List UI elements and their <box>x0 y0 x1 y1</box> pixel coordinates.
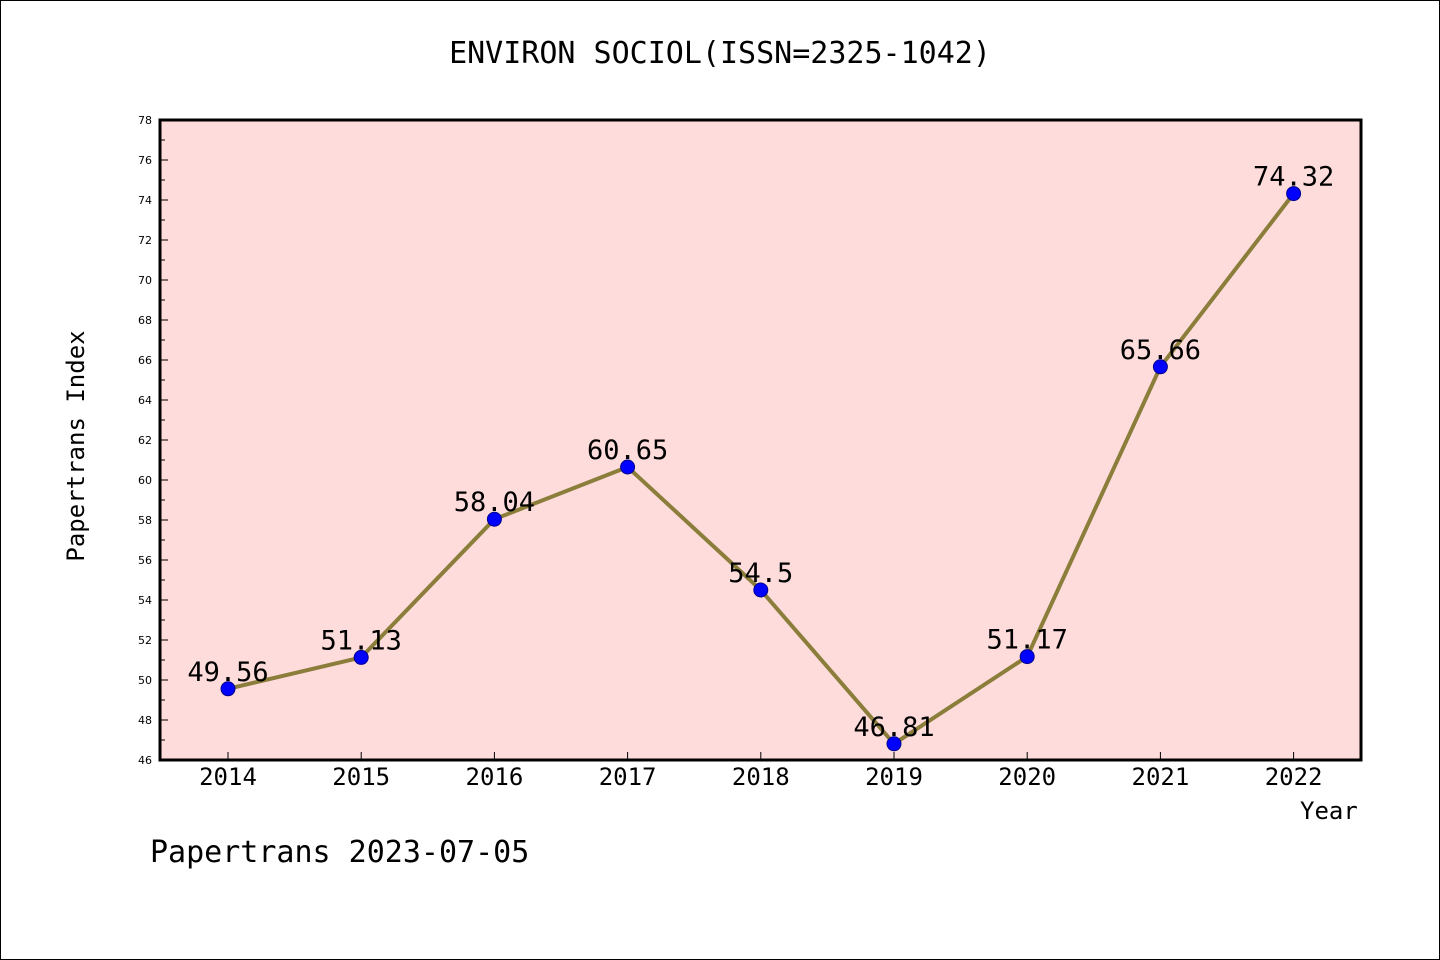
x-axis-label: Year <box>1300 797 1358 825</box>
y-tick-label: 78 <box>138 114 152 127</box>
y-tick-label: 50 <box>138 674 152 687</box>
data-label: 74.32 <box>1253 162 1334 193</box>
data-point <box>753 582 769 598</box>
plot-border <box>158 118 1363 762</box>
x-tick-label: 2016 <box>466 763 524 791</box>
y-tick-label: 70 <box>138 274 152 287</box>
data-point <box>1019 649 1035 665</box>
y-tick-label: 74 <box>138 194 152 207</box>
x-tick-label: 2019 <box>865 763 923 791</box>
x-tick-label: 2015 <box>332 763 390 791</box>
data-point <box>886 736 902 752</box>
data-point <box>1152 359 1168 375</box>
data-label: 65.66 <box>1120 335 1201 366</box>
chart-title: ENVIRON SOCIOL(ISSN=2325-1042) <box>449 36 991 71</box>
data-label: 51.17 <box>987 625 1068 656</box>
data-label: 51.13 <box>321 625 402 656</box>
data-label: 54.5 <box>728 558 793 589</box>
x-tick-label: 2020 <box>998 763 1056 791</box>
y-tick-label: 52 <box>138 634 152 647</box>
data-label: 46.81 <box>853 712 934 743</box>
footer-date: Papertrans 2023-07-05 <box>150 835 530 870</box>
y-tick-label: 76 <box>138 154 152 167</box>
y-tick-label: 62 <box>138 434 152 447</box>
y-tick-label: 66 <box>138 354 152 367</box>
x-tick-label: 2021 <box>1132 763 1190 791</box>
y-tick-label: 72 <box>138 234 152 247</box>
data-label: 58.04 <box>454 487 535 518</box>
x-tick-label: 2022 <box>1265 763 1323 791</box>
y-tick-label: 68 <box>138 314 152 327</box>
y-tick-label: 60 <box>138 474 152 487</box>
data-point <box>220 681 236 697</box>
y-tick-label: 58 <box>138 514 152 527</box>
data-label: 60.65 <box>587 435 668 466</box>
data-label: 49.56 <box>187 657 268 688</box>
y-tick-label: 54 <box>138 594 152 607</box>
data-point <box>486 511 502 527</box>
data-point <box>1286 186 1302 202</box>
y-tick-label: 46 <box>138 754 152 767</box>
y-tick-label: 56 <box>138 554 152 567</box>
x-tick-label: 2014 <box>199 763 257 791</box>
y-tick-label: 64 <box>138 394 152 407</box>
data-point <box>353 649 369 665</box>
x-tick-label: 2018 <box>732 763 790 791</box>
x-tick-label: 2017 <box>599 763 657 791</box>
data-point <box>620 459 636 475</box>
y-tick-label: 48 <box>138 714 152 727</box>
